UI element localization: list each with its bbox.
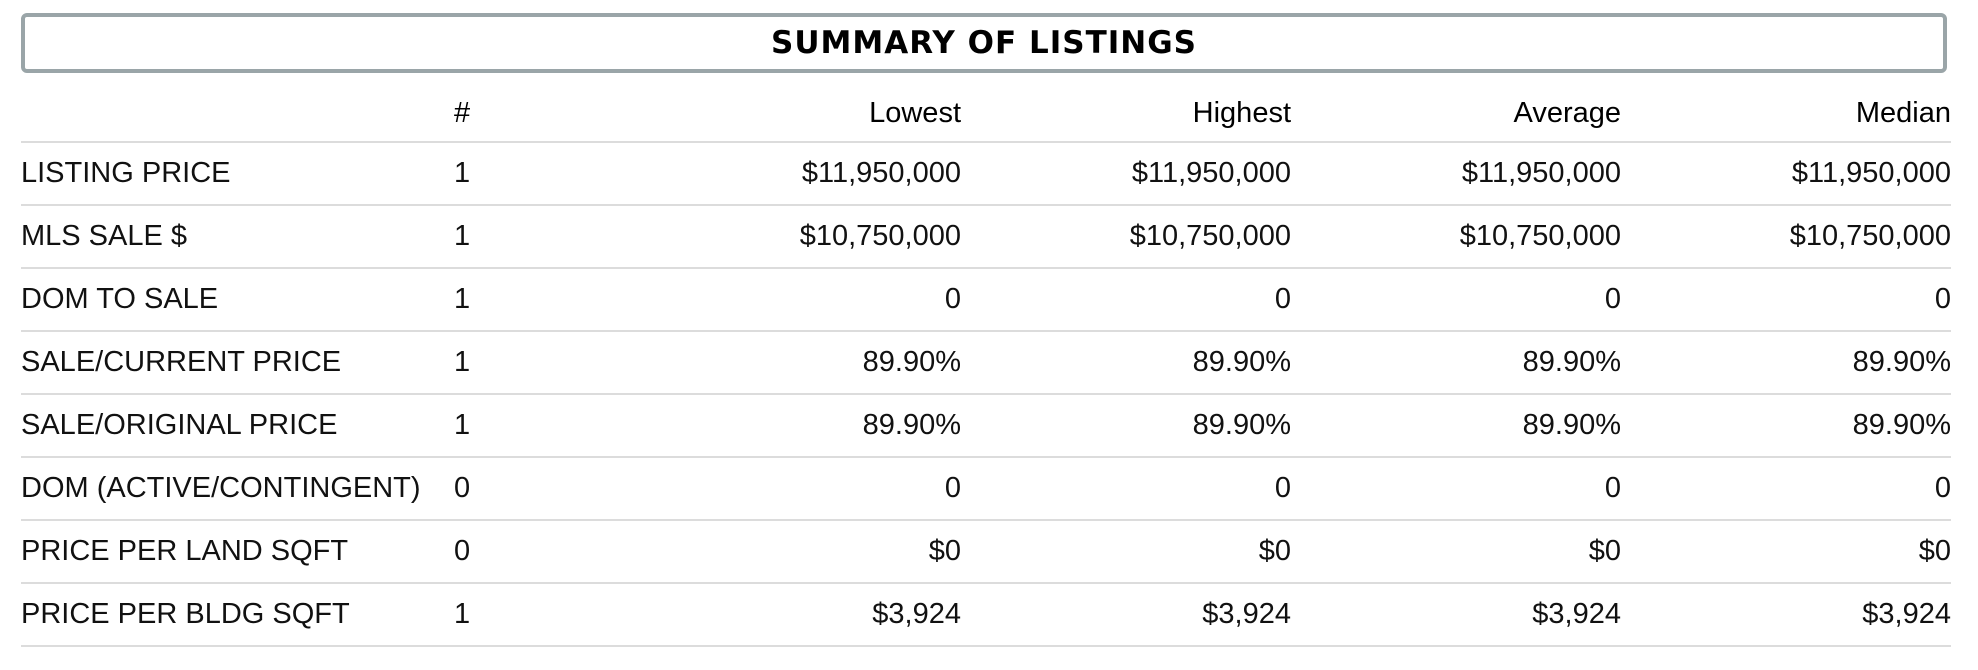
row-highest: $10,750,000 bbox=[961, 205, 1291, 269]
row-label: MLS SALE $ bbox=[21, 205, 451, 269]
row-average: $0 bbox=[1291, 520, 1621, 584]
summary-title-box: SUMMARY OF LISTINGS bbox=[21, 13, 1947, 73]
table-header: # Lowest Highest Average Median bbox=[21, 85, 1951, 143]
row-average: $3,924 bbox=[1291, 583, 1621, 647]
row-median: 0 bbox=[1621, 268, 1951, 332]
summary-table: # Lowest Highest Average Median LISTING … bbox=[21, 85, 1951, 647]
row-count: 1 bbox=[451, 331, 631, 395]
header-lowest: Lowest bbox=[631, 85, 961, 143]
row-median: $3,924 bbox=[1621, 583, 1951, 647]
table-body: LISTING PRICE 1 $11,950,000 $11,950,000 … bbox=[21, 142, 1951, 647]
row-median: 89.90% bbox=[1621, 331, 1951, 395]
row-average: 89.90% bbox=[1291, 394, 1621, 458]
row-average: 89.90% bbox=[1291, 331, 1621, 395]
header-median: Median bbox=[1621, 85, 1951, 143]
row-median: $0 bbox=[1621, 520, 1951, 584]
row-label: DOM (ACTIVE/CONTINGENT) bbox=[21, 457, 451, 521]
table-row: SALE/ORIGINAL PRICE 1 89.90% 89.90% 89.9… bbox=[21, 394, 1951, 458]
row-highest: 89.90% bbox=[961, 331, 1291, 395]
header-count: # bbox=[451, 85, 631, 143]
row-count: 0 bbox=[451, 520, 631, 584]
header-row: # Lowest Highest Average Median bbox=[21, 85, 1951, 143]
row-label: SALE/ORIGINAL PRICE bbox=[21, 394, 451, 458]
row-highest: 0 bbox=[961, 457, 1291, 521]
row-highest: $0 bbox=[961, 520, 1291, 584]
row-label: LISTING PRICE bbox=[21, 142, 451, 206]
row-count: 1 bbox=[451, 394, 631, 458]
row-lowest: $3,924 bbox=[631, 583, 961, 647]
row-lowest: $10,750,000 bbox=[631, 205, 961, 269]
row-count: 0 bbox=[451, 457, 631, 521]
row-average: 0 bbox=[1291, 268, 1621, 332]
header-average: Average bbox=[1291, 85, 1621, 143]
table-row: DOM TO SALE 1 0 0 0 0 bbox=[21, 268, 1951, 332]
table-row: LISTING PRICE 1 $11,950,000 $11,950,000 … bbox=[21, 142, 1951, 206]
row-highest: $3,924 bbox=[961, 583, 1291, 647]
row-median: 0 bbox=[1621, 457, 1951, 521]
summary-title: SUMMARY OF LISTINGS bbox=[771, 25, 1197, 61]
row-median: $10,750,000 bbox=[1621, 205, 1951, 269]
table-row: DOM (ACTIVE/CONTINGENT) 0 0 0 0 0 bbox=[21, 457, 1951, 521]
row-average: $11,950,000 bbox=[1291, 142, 1621, 206]
row-lowest: 0 bbox=[631, 268, 961, 332]
row-lowest: 89.90% bbox=[631, 331, 961, 395]
row-median: 89.90% bbox=[1621, 394, 1951, 458]
table-row: MLS SALE $ 1 $10,750,000 $10,750,000 $10… bbox=[21, 205, 1951, 269]
table-row: PRICE PER BLDG SQFT 1 $3,924 $3,924 $3,9… bbox=[21, 583, 1951, 647]
row-count: 1 bbox=[451, 142, 631, 206]
row-lowest: 89.90% bbox=[631, 394, 961, 458]
row-count: 1 bbox=[451, 583, 631, 647]
row-count: 1 bbox=[451, 268, 631, 332]
table-row: SALE/CURRENT PRICE 1 89.90% 89.90% 89.90… bbox=[21, 331, 1951, 395]
row-lowest: $0 bbox=[631, 520, 961, 584]
row-lowest: 0 bbox=[631, 457, 961, 521]
row-average: 0 bbox=[1291, 457, 1621, 521]
table-row: PRICE PER LAND SQFT 0 $0 $0 $0 $0 bbox=[21, 520, 1951, 584]
row-label: SALE/CURRENT PRICE bbox=[21, 331, 451, 395]
row-count: 1 bbox=[451, 205, 631, 269]
row-lowest: $11,950,000 bbox=[631, 142, 961, 206]
row-highest: 89.90% bbox=[961, 394, 1291, 458]
row-label: DOM TO SALE bbox=[21, 268, 451, 332]
row-median: $11,950,000 bbox=[1621, 142, 1951, 206]
row-highest: $11,950,000 bbox=[961, 142, 1291, 206]
header-label bbox=[21, 85, 451, 143]
row-highest: 0 bbox=[961, 268, 1291, 332]
row-average: $10,750,000 bbox=[1291, 205, 1621, 269]
row-label: PRICE PER BLDG SQFT bbox=[21, 583, 451, 647]
row-label: PRICE PER LAND SQFT bbox=[21, 520, 451, 584]
header-highest: Highest bbox=[961, 85, 1291, 143]
